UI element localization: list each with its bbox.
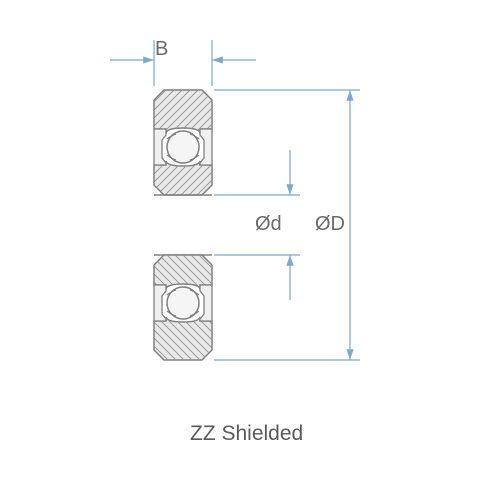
dimensions (110, 40, 360, 360)
bearing-body (154, 90, 212, 360)
caption: ZZ Shielded (190, 422, 303, 446)
diagram-canvas: B Ød ØD ZZ Shielded (0, 0, 500, 500)
label-inner-dia: Ød (255, 213, 282, 236)
label-width-B: B (155, 38, 168, 61)
label-outer-dia: ØD (315, 213, 345, 236)
